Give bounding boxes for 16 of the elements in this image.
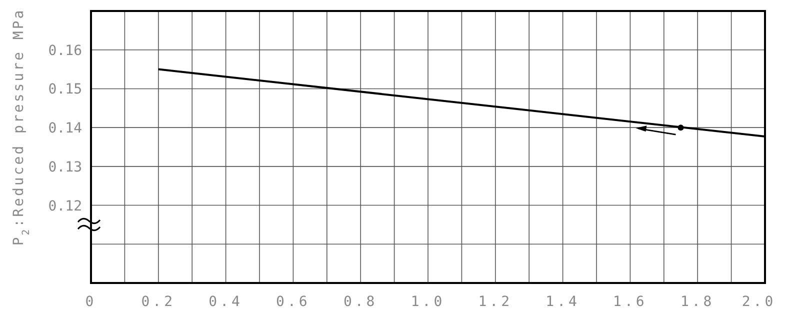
- x-tick-label: 2.0: [742, 294, 776, 310]
- y-tick-label: 0.14: [48, 120, 82, 137]
- x-tick-label: 1.4: [546, 294, 580, 310]
- x-tick-label: 1.8: [680, 294, 715, 310]
- y-tick-label: 0.13: [48, 159, 82, 176]
- y-tick-label: 0.15: [48, 82, 82, 98]
- x-tick-label: 0.8: [343, 294, 378, 310]
- y-tick-label: 0.12: [48, 198, 82, 214]
- x-tick-label: 1.0: [410, 294, 446, 310]
- x-tick-label: 0: [85, 294, 97, 310]
- x-tick-label: 1.6: [613, 294, 648, 310]
- x-tick-label: 1.2: [478, 294, 513, 310]
- x-tick-label: 0.4: [208, 294, 243, 310]
- x-tick-label: 0.2: [141, 294, 176, 310]
- y-tick-label: 0.16: [48, 42, 82, 59]
- x-tick-label: 0.6: [276, 294, 310, 310]
